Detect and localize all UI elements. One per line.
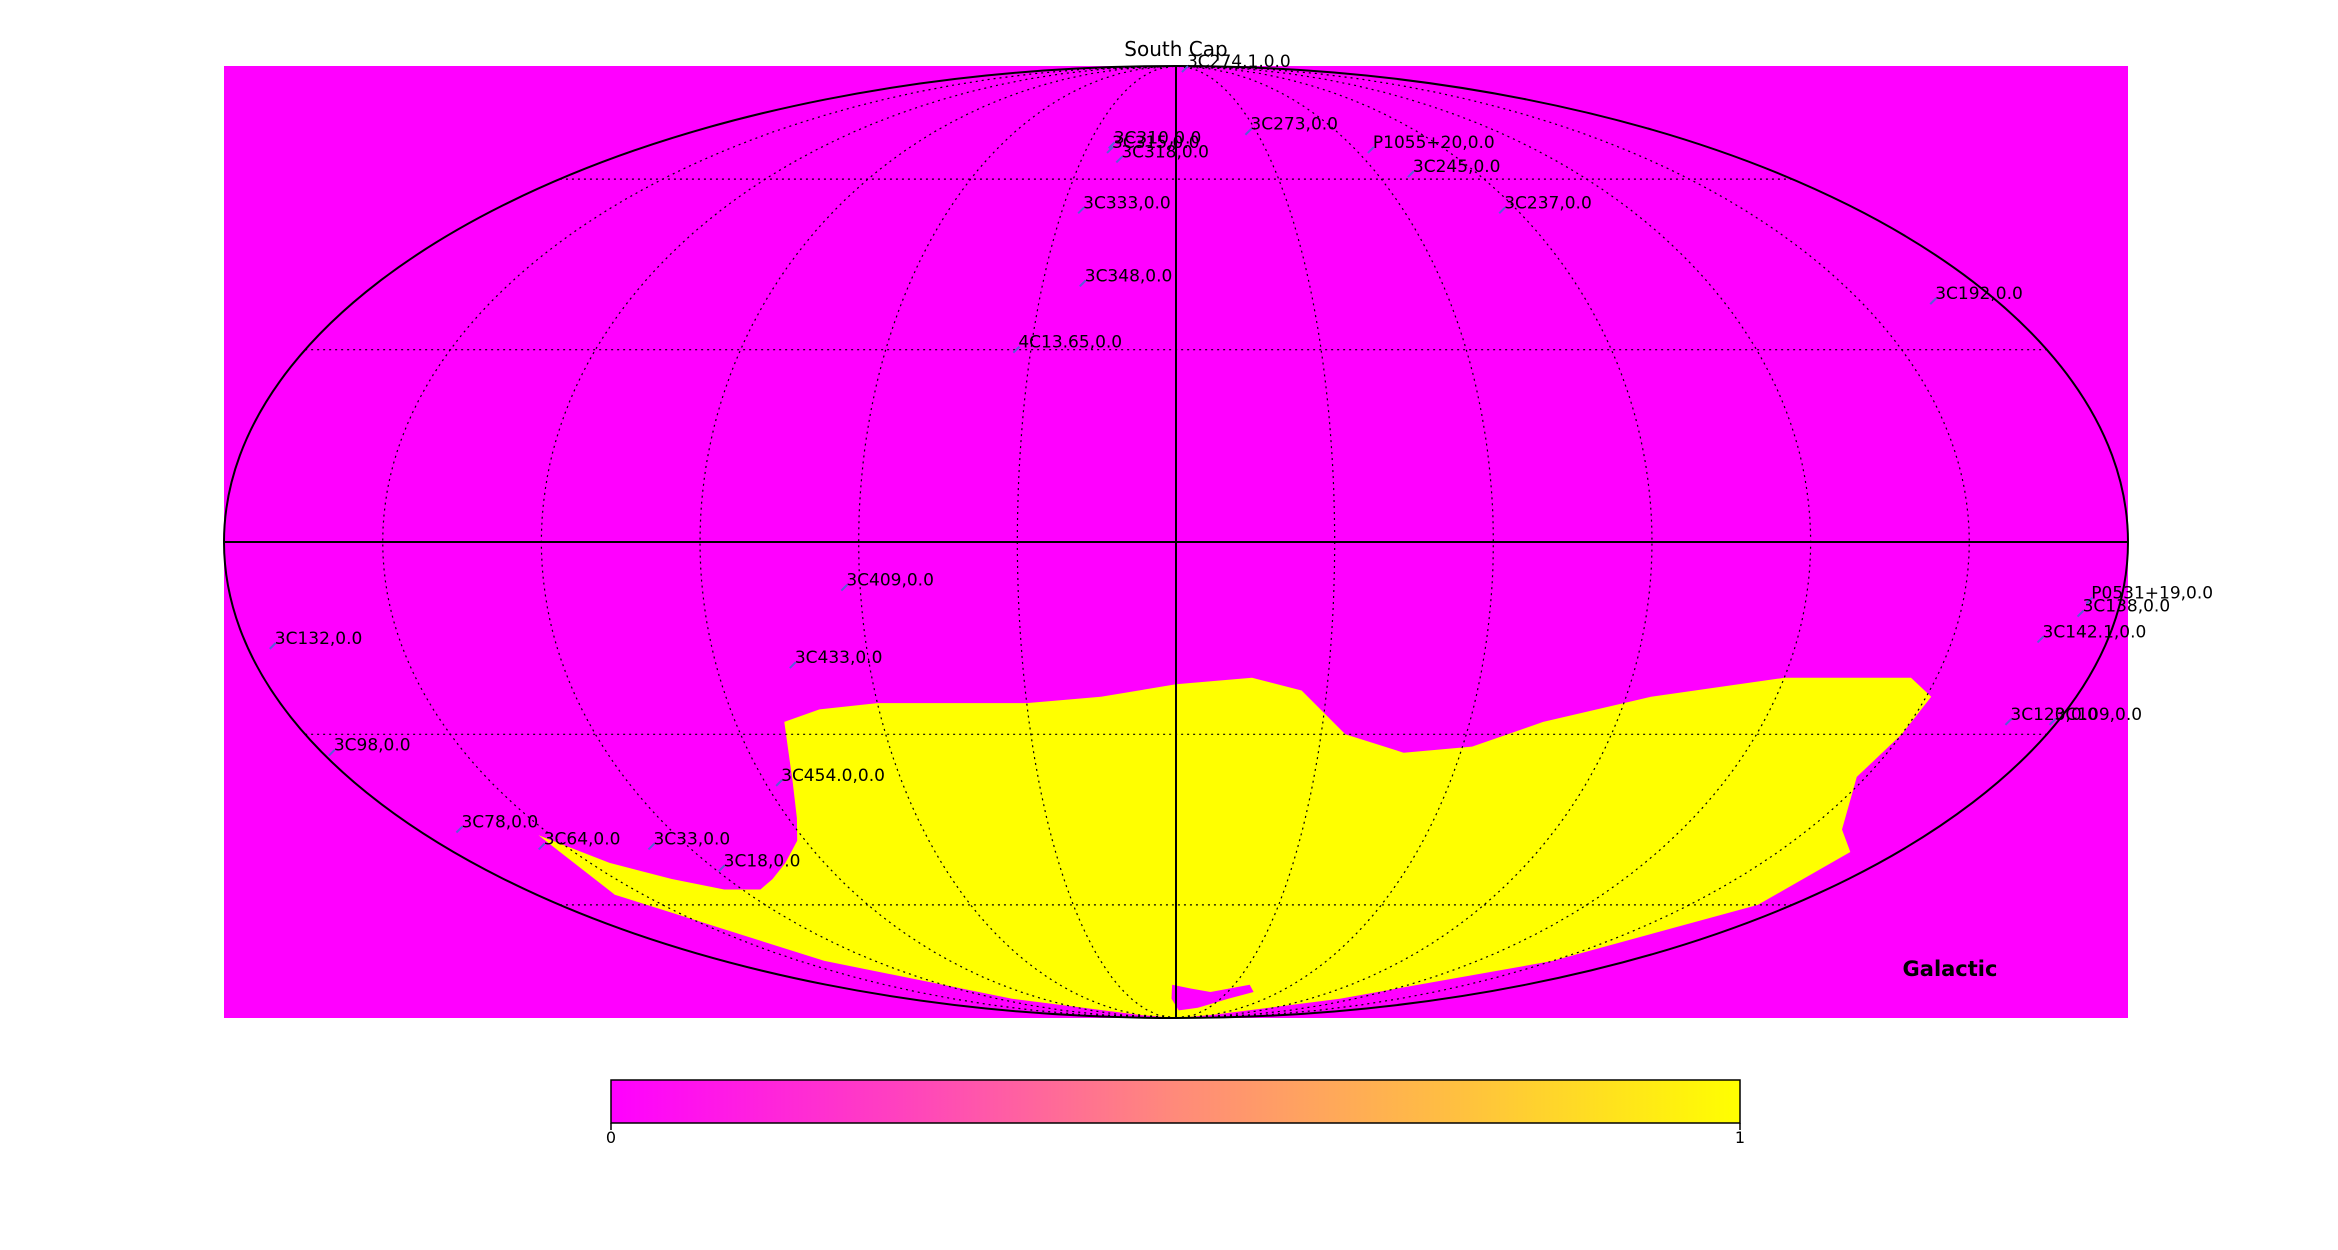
source-label: 3C18,0.0 — [724, 851, 801, 871]
source-label: 3C98,0.0 — [334, 736, 411, 756]
source-marker — [537, 842, 546, 851]
source-label: 3C245,0.0 — [1413, 157, 1501, 177]
source-marker — [1012, 346, 1021, 354]
source-label: 3C33,0.0 — [653, 829, 730, 849]
map-boundary — [223, 65, 2129, 1019]
colorbar-max-label: 1 — [1735, 1128, 1745, 1147]
source-label: 3C120,0.0 — [2010, 705, 2098, 725]
source-label: 3C138,0.0 — [2083, 597, 2171, 617]
source-label: 3C78,0.0 — [461, 813, 538, 833]
coordinate-frame-label: Galactic — [1903, 957, 1998, 981]
source-markers: 3C274.1,0.0 3C273,0.0 P1055+20,0.0 3C245,0.… — [269, 52, 2213, 873]
source-marker — [775, 779, 783, 787]
source-marker — [2036, 635, 2045, 644]
source-label: 3C132,0.0 — [275, 629, 363, 649]
source-marker — [1077, 206, 1085, 215]
source-marker — [455, 825, 464, 834]
colorbar: 0 1 — [606, 1079, 1745, 1147]
source-marker — [1367, 146, 1375, 154]
source-marker — [2004, 718, 2013, 726]
source-label: 3C64,0.0 — [544, 829, 621, 849]
source-label: 3C273,0.0 — [1250, 115, 1338, 135]
source-label: 3C142.1,0.0 — [2043, 622, 2147, 642]
source-label: 3C192,0.0 — [1935, 284, 2023, 304]
source-marker — [2085, 596, 2093, 605]
source-marker — [1181, 65, 1189, 73]
source-marker — [1929, 297, 1937, 305]
source-label: 3C109,0.0 — [2055, 705, 2143, 725]
source-marker — [1498, 206, 1506, 215]
source-marker — [1106, 146, 1114, 154]
source-label: 3C433,0.0 — [795, 648, 883, 668]
source-marker — [1079, 279, 1087, 288]
source-marker — [647, 842, 656, 851]
source-marker — [269, 642, 277, 650]
source-marker — [328, 749, 336, 757]
source-marker — [717, 864, 726, 873]
source-label: 3C348,0.0 — [1085, 266, 1173, 286]
source-label: 3C310,0.0 — [1114, 128, 1202, 148]
source-label: P0531+19,0.0 — [2091, 584, 2213, 604]
source-label: 3C454.0,0.0 — [781, 766, 885, 786]
source-marker — [2076, 609, 2085, 618]
source-marker — [1407, 170, 1415, 178]
coverage-hole — [1171, 984, 1254, 1011]
source-label: 3C409,0.0 — [846, 571, 934, 591]
graticule-meridian — [858, 65, 1177, 1019]
coverage-region — [538, 677, 1932, 1018]
source-marker — [840, 583, 849, 592]
source-marker — [1108, 141, 1116, 149]
map-title: South Cap — [1124, 37, 1227, 61]
graticule-meridian — [1175, 65, 1494, 1019]
source-label: 3C315,0.0 — [1112, 133, 1200, 153]
source-marker — [789, 661, 797, 669]
colorbar-min-label: 0 — [606, 1128, 616, 1147]
source-label: 4C13.65,0.0 — [1018, 333, 1122, 353]
source-label: P1055+20,0.0 — [1373, 133, 1495, 153]
map-layer: 3C274.1,0.0 3C273,0.0 P1055+20,0.0 3C245,0.… — [223, 52, 2213, 1019]
source-marker — [2048, 718, 2057, 726]
source-label: 3C318,0.0 — [1121, 142, 1209, 162]
source-label: 3C333,0.0 — [1083, 193, 1171, 213]
source-marker — [1244, 128, 1253, 136]
source-marker — [1115, 155, 1124, 164]
source-label: 3C274.1,0.0 — [1187, 52, 1291, 72]
source-label: 3C237,0.0 — [1504, 193, 1592, 213]
colorbar-gradient — [610, 1079, 1741, 1124]
